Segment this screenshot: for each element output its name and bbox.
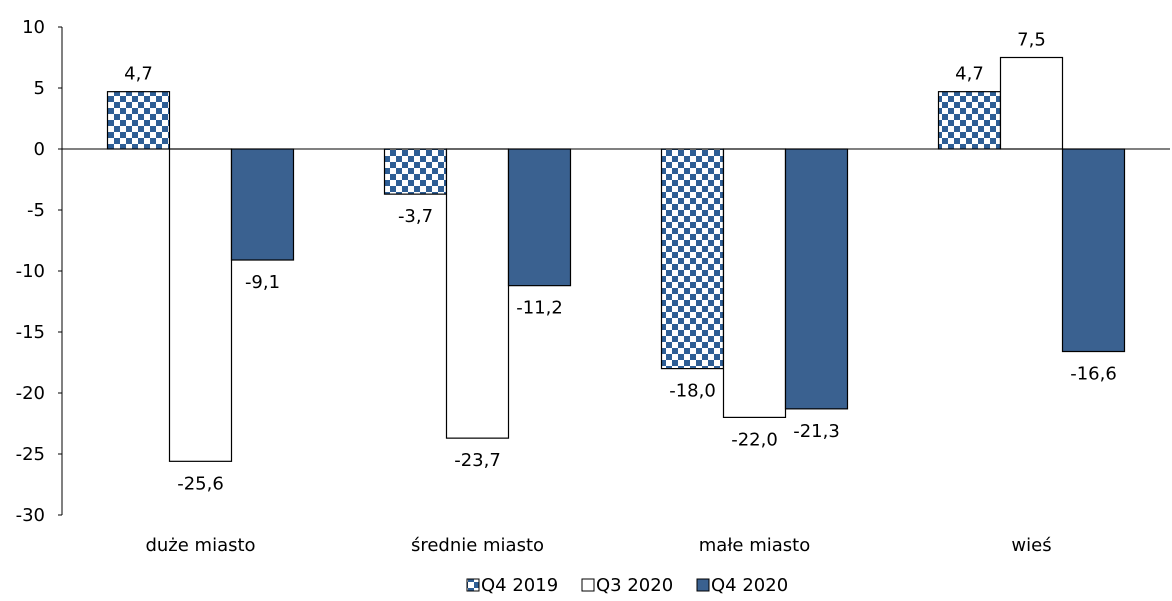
data-label: -11,2 xyxy=(516,298,563,319)
legend-item: Q4 2020 xyxy=(696,575,788,596)
data-label: -9,1 xyxy=(245,272,280,293)
y-tick-label: -20 xyxy=(16,383,45,404)
y-tick-label: 10 xyxy=(22,17,45,38)
y-tick-label: 0 xyxy=(34,139,45,160)
y-tick-label: -5 xyxy=(27,200,45,221)
legend-swatch xyxy=(581,578,595,592)
bar-q4-2020-2 xyxy=(784,148,849,410)
bar-q4-2020-0 xyxy=(230,148,295,261)
bar-q3-2020-2 xyxy=(722,148,787,418)
data-label: -18,0 xyxy=(669,381,716,402)
x-category-label: małe miasto xyxy=(699,535,811,556)
legend: Q4 2019 Q3 2020 Q4 2020 xyxy=(466,575,788,596)
bar-q3-2020-1 xyxy=(445,148,510,439)
bar-q3-2020-0 xyxy=(168,148,233,462)
legend-item: Q4 2019 xyxy=(466,575,558,596)
data-label: -25,6 xyxy=(177,473,224,494)
y-tick-label: -10 xyxy=(16,261,45,282)
legend-swatch xyxy=(466,578,480,592)
bar-q4-2019-3 xyxy=(937,91,1002,150)
bar-q4-2019-0 xyxy=(106,91,171,150)
bar-q4-2020-1 xyxy=(507,148,572,287)
legend-label: Q3 2020 xyxy=(596,575,673,596)
x-category-label: wieś xyxy=(1011,535,1051,556)
bar-q4-2019-2 xyxy=(660,148,725,370)
data-label: -16,6 xyxy=(1070,364,1117,385)
bar-q3-2020-3 xyxy=(999,56,1064,150)
legend-item: Q3 2020 xyxy=(581,575,673,596)
y-tick-label: -30 xyxy=(16,505,45,526)
y-tick-label: 5 xyxy=(34,78,45,99)
data-label: -3,7 xyxy=(398,206,433,227)
data-label: -23,7 xyxy=(454,450,501,471)
x-category-label: duże miasto xyxy=(145,535,255,556)
legend-label: Q4 2019 xyxy=(481,575,558,596)
y-tick-label: -15 xyxy=(16,322,45,343)
data-label: -21,3 xyxy=(793,421,840,442)
bar-q4-2020-3 xyxy=(1061,148,1126,353)
data-label: 7,5 xyxy=(1017,30,1046,51)
legend-swatch xyxy=(696,578,710,592)
bars xyxy=(106,56,1126,462)
axes: 10 5 0 -5 -10 -15 -20 -25 -30 duże miasto średnie … xyxy=(16,17,1170,556)
data-labels: 4,7 -25,6 -9,1 -3,7 -23,7 -11,2 -18,0 -22,0 -21,… xyxy=(124,30,1117,495)
x-category-label: średnie miasto xyxy=(411,535,544,556)
data-label: 4,7 xyxy=(955,64,984,85)
bar-q4-2019-1 xyxy=(383,148,448,195)
y-tick-label: -25 xyxy=(16,444,45,465)
data-label: -22,0 xyxy=(731,429,778,450)
data-label: 4,7 xyxy=(124,64,153,85)
legend-label: Q4 2020 xyxy=(711,575,788,596)
